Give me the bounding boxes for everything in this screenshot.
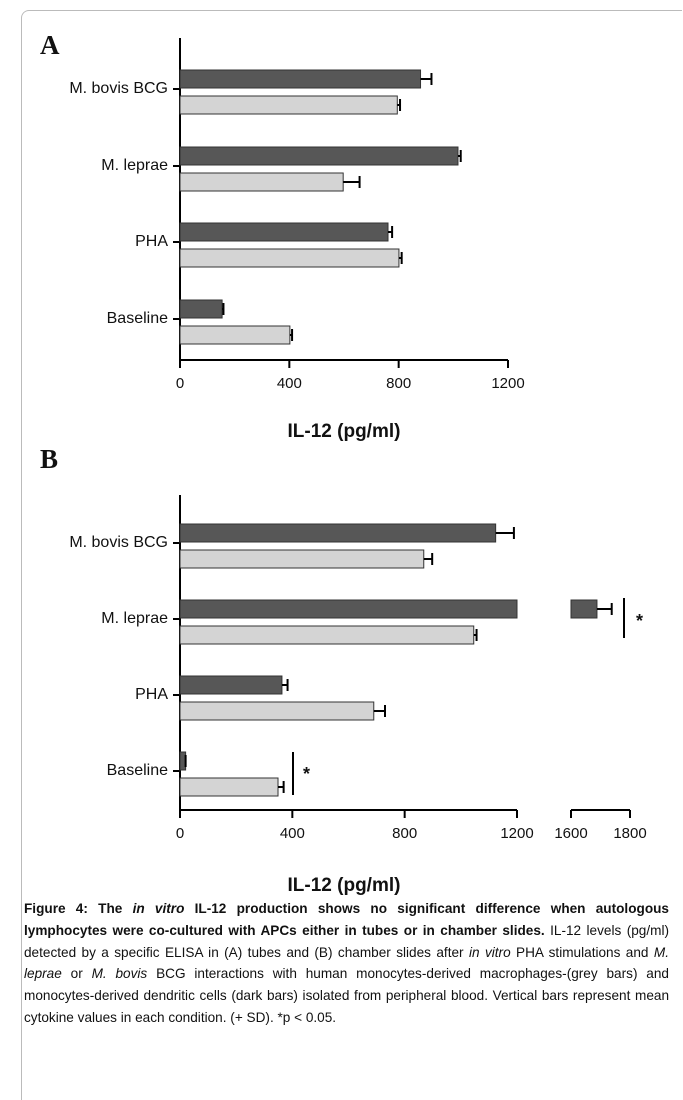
bar <box>179 625 475 645</box>
panel-label: A <box>40 30 60 60</box>
caption-run: in vitro <box>132 901 185 916</box>
caption-run: in vitro <box>468 944 511 960</box>
y-tick-label: Baseline <box>107 310 168 327</box>
x-axis-label: IL-12 (pg/ml) <box>288 875 401 895</box>
y-tick-label: M. bovis BCG <box>69 534 168 551</box>
x-tick-label: 0 <box>176 825 184 842</box>
error-bar <box>420 73 433 85</box>
bar <box>179 248 400 268</box>
bar <box>179 751 187 771</box>
error-bar <box>373 705 387 717</box>
x-tick-label: 1600 <box>554 825 587 842</box>
x-tick-label: 800 <box>392 825 417 842</box>
figure-frame <box>21 10 682 1100</box>
bar <box>179 95 398 115</box>
error-bar <box>473 629 478 641</box>
x-tick-label: 800 <box>386 375 411 392</box>
caption-run: IL-12 levels (pg/ml) detected by a speci… <box>24 922 669 960</box>
bar <box>179 299 223 319</box>
caption-run: M. bovis <box>91 966 148 982</box>
bar <box>179 599 598 619</box>
x-axis-label: IL-12 (pg/ml) <box>288 421 401 442</box>
error-bar <box>398 252 403 264</box>
x-tick-label: 400 <box>280 825 305 842</box>
y-tick-label: M. leprae <box>101 610 168 627</box>
bar <box>179 701 375 721</box>
y-tick-label: PHA <box>135 686 168 703</box>
bar <box>179 777 279 797</box>
error-bar <box>281 679 289 691</box>
x-tick-label: 1200 <box>500 825 533 842</box>
x-tick-label: 0 <box>176 375 184 392</box>
annotation: * <box>303 764 310 784</box>
bar <box>179 146 459 166</box>
bar <box>179 523 497 543</box>
bar <box>179 222 389 242</box>
error-bar <box>222 303 225 315</box>
panel-label: B <box>40 444 58 474</box>
y-tick-label: Baseline <box>107 762 168 779</box>
x-tick-label: 400 <box>277 375 302 392</box>
error-bar <box>289 329 294 341</box>
y-tick-label: PHA <box>135 233 168 250</box>
caption-run: PHA stimulations and <box>510 944 654 960</box>
bar <box>179 549 425 569</box>
y-tick-label: M. leprae <box>101 157 168 174</box>
caption-run: M. leprae <box>24 944 669 982</box>
error-bar <box>397 99 402 111</box>
annotation: * <box>636 611 643 631</box>
y-tick-label: M. bovis BCG <box>69 80 168 97</box>
error-bar <box>495 527 515 539</box>
error-bar <box>343 176 361 188</box>
chart: A 0 400 800 1200 IL-12 (pg/ml) M. bovis BCG M. … <box>40 30 647 895</box>
error-bar <box>278 781 285 793</box>
bar <box>179 325 291 345</box>
caption: Figure 4: The in vitro IL-12 production … <box>24 898 669 1029</box>
error-bar <box>388 226 394 238</box>
caption-run: Figure 4: The <box>24 901 133 916</box>
x-tick-label: 1200 <box>491 375 524 392</box>
error-bar <box>423 553 434 565</box>
bar <box>179 69 422 89</box>
error-bar <box>457 150 462 162</box>
bar <box>179 172 344 192</box>
x-tick-label: 1800 <box>613 825 646 842</box>
bar <box>179 675 283 695</box>
error-bar <box>596 603 613 615</box>
caption-run: or <box>61 966 92 982</box>
caption-run: BCG interactions with human monocytes-de… <box>24 966 669 1025</box>
caption-run: IL-12 production shows no significant di… <box>24 901 669 938</box>
